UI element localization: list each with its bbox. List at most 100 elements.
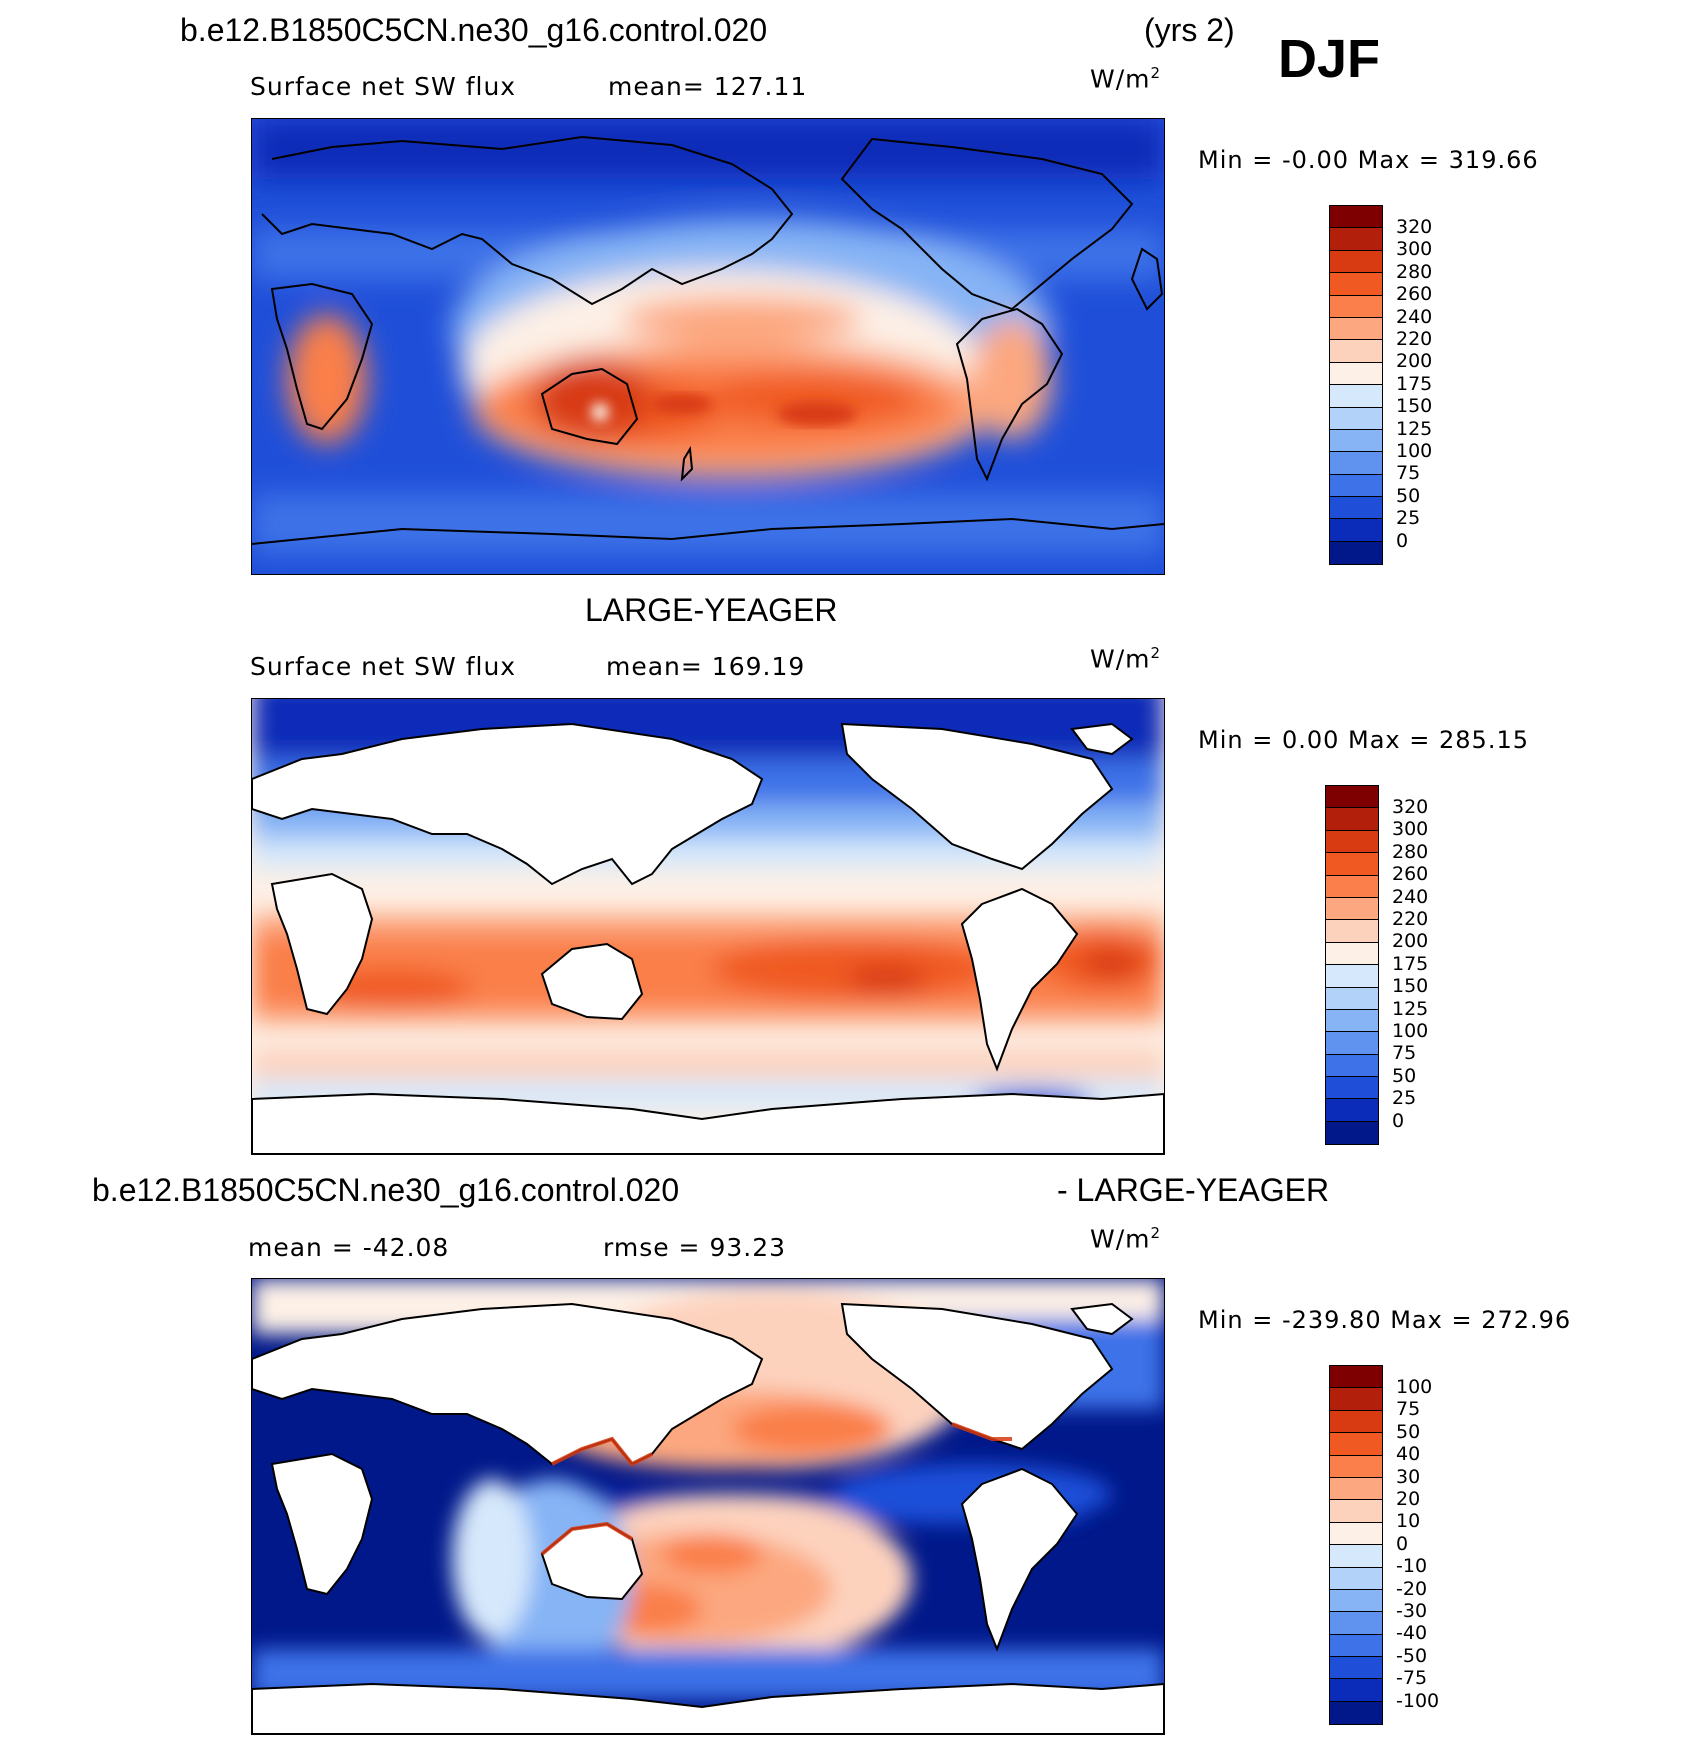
colorbar-tick-label: 125 bbox=[1392, 997, 1429, 1020]
panel3-colorbar-swatch bbox=[1330, 1567, 1382, 1590]
panel2-land bbox=[252, 722, 1164, 1154]
colorbar-tick-label: 75 bbox=[1392, 1042, 1417, 1065]
colorbar-tick-label: 0 bbox=[1392, 1109, 1405, 1132]
colorbar-tick-label: 200 bbox=[1396, 350, 1433, 373]
panel2-heading: LARGE-YEAGER bbox=[585, 592, 838, 628]
panel1-coastlines bbox=[252, 135, 1164, 545]
colorbar-tick-label: 150 bbox=[1396, 395, 1433, 418]
panel3-heading-case: b.e12.B1850C5CN.ne30_g16.control.020 bbox=[92, 1172, 680, 1208]
panel2-colorbar-swatch bbox=[1326, 920, 1378, 943]
colorbar-tick-label: -10 bbox=[1396, 1555, 1428, 1578]
panel2-units: W/m2 bbox=[1090, 644, 1162, 674]
panel1-colorbar-swatch bbox=[1330, 407, 1382, 430]
colorbar-tick-label: 240 bbox=[1396, 305, 1433, 328]
panel3-colorbar-swatch bbox=[1330, 1589, 1382, 1613]
panel3-units: W/m2 bbox=[1090, 1224, 1162, 1254]
panel1-variable-title: Surface net SW flux bbox=[250, 72, 517, 101]
panel1-colorbar-swatch bbox=[1330, 474, 1382, 498]
panel3-colorbar-swatch bbox=[1330, 1366, 1382, 1389]
colorbar-tick-label: 50 bbox=[1396, 1420, 1421, 1443]
panel2-map bbox=[251, 698, 1165, 1155]
colorbar-tick-label: 220 bbox=[1396, 328, 1433, 350]
colorbar-tick-label: 25 bbox=[1392, 1087, 1417, 1110]
colorbar-tick-label: -50 bbox=[1396, 1644, 1428, 1667]
colorbar-tick-label: 0 bbox=[1396, 529, 1409, 552]
panel3-colorbar-swatch bbox=[1330, 1388, 1382, 1411]
panel1-colorbar-swatch bbox=[1330, 340, 1382, 363]
colorbar-tick-label: 100 bbox=[1396, 1376, 1433, 1398]
panel2-colorbar-swatch bbox=[1326, 987, 1378, 1010]
panel3-colorbar-swatch bbox=[1330, 1679, 1382, 1702]
colorbar-tick-label: 50 bbox=[1392, 1064, 1417, 1087]
panel3-colorbar-swatch bbox=[1330, 1410, 1382, 1434]
colorbar-tick-label: 175 bbox=[1396, 372, 1433, 395]
panel1-units: W/m2 bbox=[1090, 64, 1162, 94]
case-title: b.e12.B1850C5CN.ne30_g16.control.020 bbox=[180, 12, 768, 48]
panel1-map bbox=[251, 118, 1165, 575]
panel1-mean: mean= 127.11 bbox=[608, 72, 808, 101]
panel3-mean: mean = -42.08 bbox=[248, 1233, 450, 1262]
panel1-colorbar-swatch bbox=[1330, 206, 1382, 229]
panel1-field bbox=[252, 119, 1164, 554]
colorbar-tick-label: 260 bbox=[1392, 863, 1429, 886]
panel3-colorbar-swatch bbox=[1330, 1657, 1382, 1680]
colorbar-tick-label: 300 bbox=[1396, 238, 1433, 261]
colorbar-tick-label: 200 bbox=[1392, 930, 1429, 953]
panel2-colorbar-swatch bbox=[1326, 786, 1378, 809]
panel3-colorbar-swatch bbox=[1330, 1455, 1382, 1478]
panel3-min-max: Min = -239.80 Max = 272.96 bbox=[1198, 1306, 1572, 1334]
colorbar-tick-label: 30 bbox=[1396, 1465, 1421, 1488]
panel2-colorbar bbox=[1325, 785, 1379, 1146]
panel3-land bbox=[252, 1302, 1164, 1734]
colorbar-tick-label: 25 bbox=[1396, 507, 1421, 530]
panel3-map bbox=[251, 1278, 1165, 1735]
years-label: (yrs 2) bbox=[1144, 12, 1235, 48]
panel3-colorbar-swatch bbox=[1330, 1634, 1382, 1658]
panel1-colorbar bbox=[1329, 205, 1383, 566]
panel2-colorbar-swatch bbox=[1326, 1009, 1378, 1033]
panel1-colorbar-swatch bbox=[1330, 497, 1382, 520]
panel3-colorbar-swatch bbox=[1330, 1500, 1382, 1523]
panel1-min-max: Min = -0.00 Max = 319.66 bbox=[1198, 146, 1539, 174]
panel2-colorbar-swatch bbox=[1326, 875, 1378, 898]
panel2-colorbar-swatch bbox=[1326, 1121, 1378, 1145]
panel3-colorbar-swatch bbox=[1330, 1433, 1382, 1456]
colorbar-tick-label: 320 bbox=[1392, 796, 1429, 818]
colorbar-tick-label: 50 bbox=[1396, 484, 1421, 507]
panel3-heading-obs: - LARGE-YEAGER bbox=[1057, 1172, 1330, 1208]
panel3-colorbar-swatch bbox=[1330, 1701, 1382, 1725]
panel3-colorbar-swatch bbox=[1330, 1522, 1382, 1546]
panel1-colorbar-swatch bbox=[1330, 273, 1382, 296]
colorbar-tick-label: -40 bbox=[1396, 1622, 1428, 1645]
colorbar-tick-label: 300 bbox=[1392, 818, 1429, 841]
panel2-colorbar-swatch bbox=[1326, 830, 1378, 854]
panel1-colorbar-swatch bbox=[1330, 362, 1382, 386]
panel2-colorbar-swatch bbox=[1326, 897, 1378, 921]
colorbar-tick-label: 175 bbox=[1392, 952, 1429, 975]
panel3-coastal-anomaly bbox=[540, 1422, 1012, 1556]
season-label: DJF bbox=[1278, 29, 1381, 89]
panel3-colorbar-swatch bbox=[1330, 1545, 1382, 1568]
colorbar-tick-label: 75 bbox=[1396, 1398, 1421, 1421]
panel1-colorbar-swatch bbox=[1330, 250, 1382, 274]
panel1-colorbar-swatch bbox=[1330, 295, 1382, 318]
colorbar-tick-label: 75 bbox=[1396, 462, 1421, 485]
colorbar-tick-label: 125 bbox=[1396, 417, 1433, 440]
panel2-mean: mean= 169.19 bbox=[606, 652, 806, 681]
colorbar-tick-label: 150 bbox=[1392, 975, 1429, 998]
panel2-colorbar-swatch bbox=[1326, 942, 1378, 966]
panel3-rmse: rmse = 93.23 bbox=[603, 1233, 787, 1262]
panel1-colorbar-swatch bbox=[1330, 385, 1382, 408]
colorbar-tick-label: 240 bbox=[1392, 885, 1429, 908]
panel2-colorbar-swatch bbox=[1326, 853, 1378, 876]
colorbar-tick-label: 260 bbox=[1396, 283, 1433, 306]
panel1-colorbar-swatch bbox=[1330, 452, 1382, 475]
colorbar-tick-label: 280 bbox=[1392, 840, 1429, 863]
panel1-colorbar-swatch bbox=[1330, 519, 1382, 542]
panel3-colorbar bbox=[1329, 1365, 1383, 1726]
panel2-variable-title: Surface net SW flux bbox=[250, 652, 517, 681]
panel2-colorbar-swatch bbox=[1326, 965, 1378, 988]
colorbar-tick-label: 20 bbox=[1396, 1488, 1421, 1510]
panel1-colorbar-swatch bbox=[1330, 429, 1382, 453]
colorbar-tick-label: 320 bbox=[1396, 216, 1433, 238]
